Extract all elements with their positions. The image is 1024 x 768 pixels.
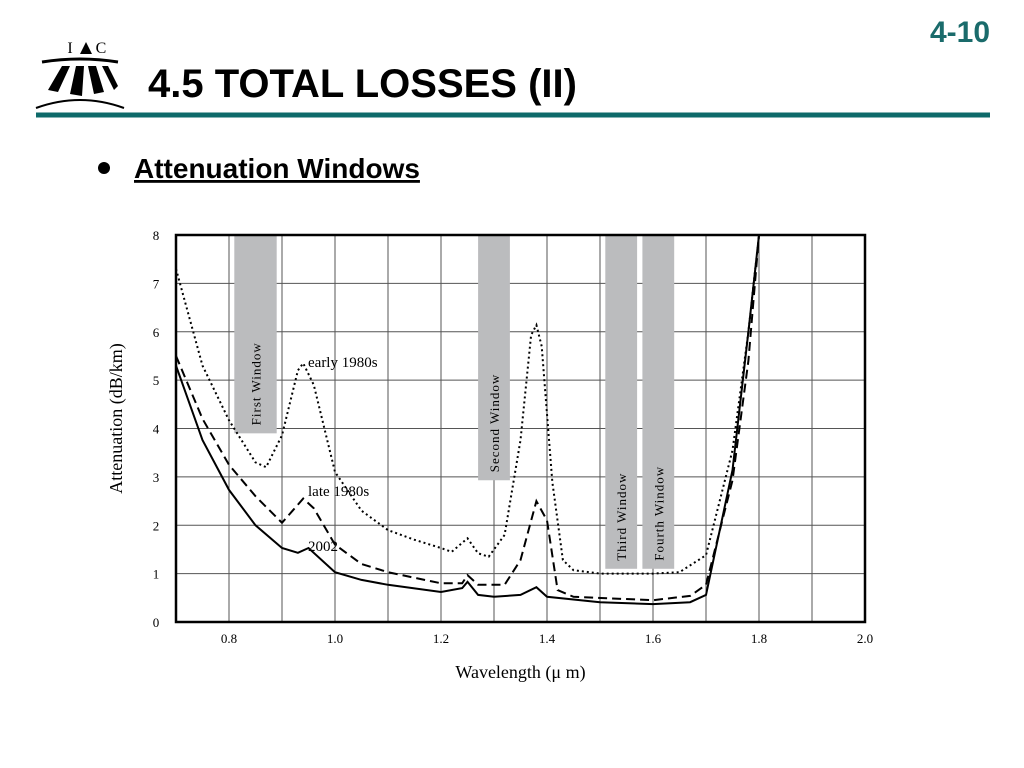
y-tick-label: 4 [153, 422, 160, 437]
series-label: 2002 [308, 539, 338, 555]
y-tick-label: 1 [153, 567, 160, 582]
page-number: 4-10 [930, 16, 990, 49]
slide-title: 4.5 TOTAL LOSSES (II) [148, 62, 577, 106]
x-tick-label: 1.6 [645, 631, 662, 646]
window-band [234, 235, 277, 434]
y-tick-label: 2 [153, 518, 160, 533]
series-line [176, 235, 760, 606]
x-tick-label: 1.8 [751, 631, 767, 646]
x-tick-label: 1.4 [539, 631, 556, 646]
plot-frame [174, 233, 867, 624]
series-label: early 1980s [308, 355, 378, 371]
y-tick-label: 8 [153, 228, 160, 243]
window-band [605, 235, 638, 569]
logo-rays [48, 66, 118, 96]
logo-triangle [80, 42, 92, 54]
y-tick-label: 3 [153, 470, 160, 485]
y-tick-label: 6 [153, 325, 160, 340]
window-label: Second Window [487, 374, 502, 473]
x-tick-label: 2.0 [857, 631, 873, 646]
window-label: Fourth Window [651, 466, 666, 561]
window-band [478, 235, 510, 481]
x-tick-label: 1.0 [327, 631, 343, 646]
window-band [642, 235, 675, 569]
series-label: late 1980s [308, 484, 369, 500]
y-tick-label: 7 [153, 276, 160, 291]
x-axis-label: Wavelength (μ m) [455, 662, 585, 683]
x-tick-label: 1.2 [433, 631, 449, 646]
logo-arc [41, 57, 119, 64]
bullet-text: Attenuation Windows [134, 153, 420, 184]
series-line [176, 235, 760, 575]
window-label: First Window [249, 342, 264, 425]
y-axis-label: Attenuation (dB/km) [106, 343, 127, 493]
logo-arc [35, 99, 125, 109]
logo-letter: C [96, 40, 107, 57]
x-tick-label: 0.8 [221, 631, 237, 646]
series-line [176, 235, 760, 602]
window-label: Third Window [614, 473, 629, 561]
y-tick-label: 5 [153, 373, 160, 388]
logo-letter: I [67, 40, 72, 57]
logo: I C [35, 40, 125, 109]
bullet-dot [98, 162, 110, 174]
y-tick-label: 0 [153, 615, 160, 630]
chart: First Window Second Window Third Window Fou… [106, 228, 873, 683]
